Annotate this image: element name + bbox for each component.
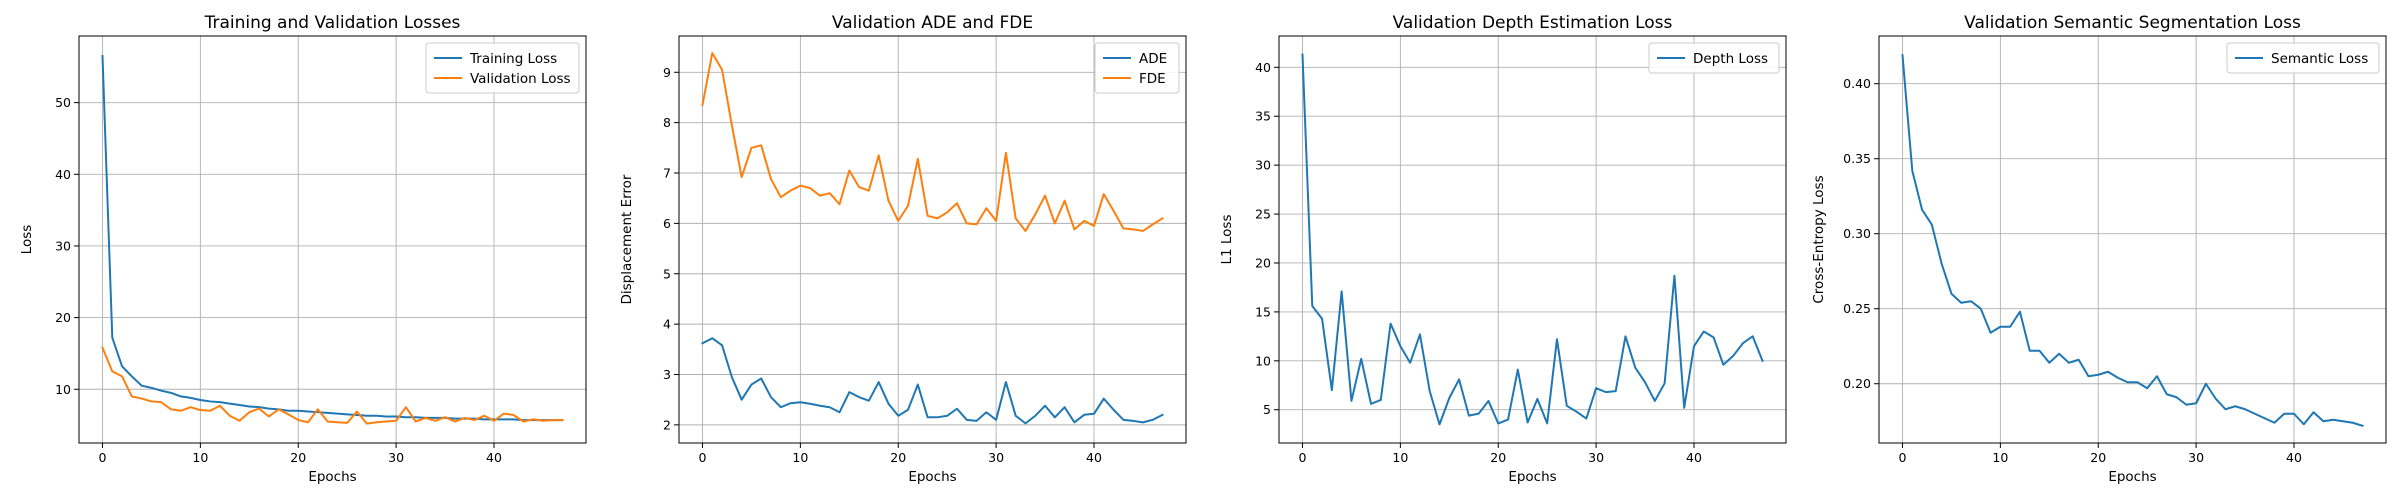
x-tick-label: 40 [486, 450, 502, 465]
y-axis-label: Displacement Error [619, 174, 635, 304]
x-tick-label: 0 [699, 450, 707, 465]
legend-box [425, 42, 580, 94]
y-tick-label: 40 [1255, 60, 1271, 75]
x-tick-label: 40 [2286, 450, 2302, 465]
legend: Semantic Loss [2226, 42, 2380, 74]
series-line-1 [1901, 54, 2364, 427]
y-tick-label: 20 [55, 310, 71, 325]
y-tick-label: 0.20 [1843, 376, 1871, 391]
y-axis-label: L1 Loss [1219, 214, 1235, 264]
legend-label: Semantic Loss [2271, 51, 2368, 67]
legend-box [1648, 42, 1780, 74]
y-axis-label: Loss [19, 225, 35, 255]
y-tick-label: 10 [1255, 353, 1271, 368]
x-tick-label: 30 [1588, 450, 1604, 465]
x-tick-label: 10 [192, 450, 208, 465]
y-tick-label: 3 [663, 367, 671, 382]
legend: Training Loss Validation Loss [425, 42, 580, 94]
y-tick-label: 5 [663, 266, 671, 281]
legend-label: Validation Loss [470, 71, 571, 87]
y-tick-label: 0.40 [1843, 76, 1871, 91]
y-tick-label: 30 [55, 238, 71, 253]
x-axis-label: Epochs [1508, 469, 1556, 485]
x-tick-label: 10 [1992, 450, 2008, 465]
panel-semantic-loss: Validation Semantic Segmentation Loss Ep… [1811, 13, 2387, 485]
chart-title: Validation Depth Estimation Loss [1393, 13, 1673, 33]
panel-training-validation-losses: Training and Validation Losses Epochs Lo… [19, 13, 587, 485]
x-tick-label: 30 [388, 450, 404, 465]
y-tick-label: 35 [1255, 109, 1271, 124]
legend-box [2226, 42, 2380, 74]
legend: ADE FDE [1094, 42, 1180, 94]
y-tick-label: 40 [55, 167, 71, 182]
y-axis-label: Cross-Entropy Loss [1811, 175, 1827, 303]
y-tick-label: 10 [55, 382, 71, 397]
legend-label: Training Loss [469, 51, 557, 67]
x-tick-label: 30 [2188, 450, 2204, 465]
grid [79, 36, 586, 443]
chart-title: Validation Semantic Segmentation Loss [1964, 13, 2301, 33]
y-tick-label: 30 [1255, 158, 1271, 173]
legend-label: FDE [1139, 71, 1166, 87]
x-tick-label: 20 [1490, 450, 1506, 465]
x-tick-label: 0 [1899, 450, 1907, 465]
y-tick-label: 5 [1263, 402, 1271, 417]
x-tick-label: 40 [1686, 450, 1702, 465]
x-tick-label: 10 [792, 450, 808, 465]
chart-title: Validation ADE and FDE [832, 13, 1033, 33]
plot-frame [1878, 35, 2387, 444]
x-tick-label: 0 [99, 450, 107, 465]
y-tick-label: 6 [663, 216, 671, 231]
x-tick-label: 0 [1299, 450, 1307, 465]
y-tick-label: 4 [663, 317, 671, 332]
x-axis-label: Epochs [908, 469, 956, 485]
x-tick-label: 20 [2090, 450, 2106, 465]
legend-label: ADE [1139, 51, 1167, 67]
y-tick-label: 7 [663, 166, 671, 181]
legend-label: Depth Loss [1693, 51, 1768, 67]
y-tick-label: 0.35 [1843, 151, 1871, 166]
grid [1879, 36, 2386, 443]
chart-title: Training and Validation Losses [204, 13, 461, 33]
plot-frame [1278, 35, 1787, 444]
x-tick-label: 20 [290, 450, 306, 465]
y-tick-label: 0.30 [1843, 226, 1871, 241]
legend: Depth Loss [1648, 42, 1780, 74]
y-tick-label: 2 [663, 417, 671, 432]
series-line-1 [701, 337, 1164, 425]
legend-box [1094, 42, 1180, 94]
plot-frame [78, 35, 587, 444]
y-tick-label: 25 [1255, 207, 1271, 222]
y-tick-label: 20 [1255, 255, 1271, 270]
series-line-2 [101, 346, 564, 425]
y-tick-label: 9 [663, 65, 671, 80]
panel-ade-fde: Validation ADE and FDE Epochs Displaceme… [619, 13, 1187, 485]
y-tick-label: 50 [55, 95, 71, 110]
series-line-1 [101, 55, 564, 422]
plot-frame [678, 35, 1187, 444]
y-tick-label: 0.25 [1843, 301, 1871, 316]
y-tick-label: 8 [663, 115, 671, 130]
x-axis-label: Epochs [2108, 469, 2156, 485]
x-tick-label: 10 [1392, 450, 1408, 465]
x-tick-label: 20 [890, 450, 906, 465]
series-line-1 [1301, 53, 1764, 426]
y-tick-label: 15 [1255, 304, 1271, 319]
x-tick-label: 40 [1086, 450, 1102, 465]
x-tick-label: 30 [988, 450, 1004, 465]
series-line-2 [701, 52, 1164, 232]
x-axis-label: Epochs [308, 469, 356, 485]
panel-depth-loss: Validation Depth Estimation Loss Epochs … [1219, 13, 1787, 485]
